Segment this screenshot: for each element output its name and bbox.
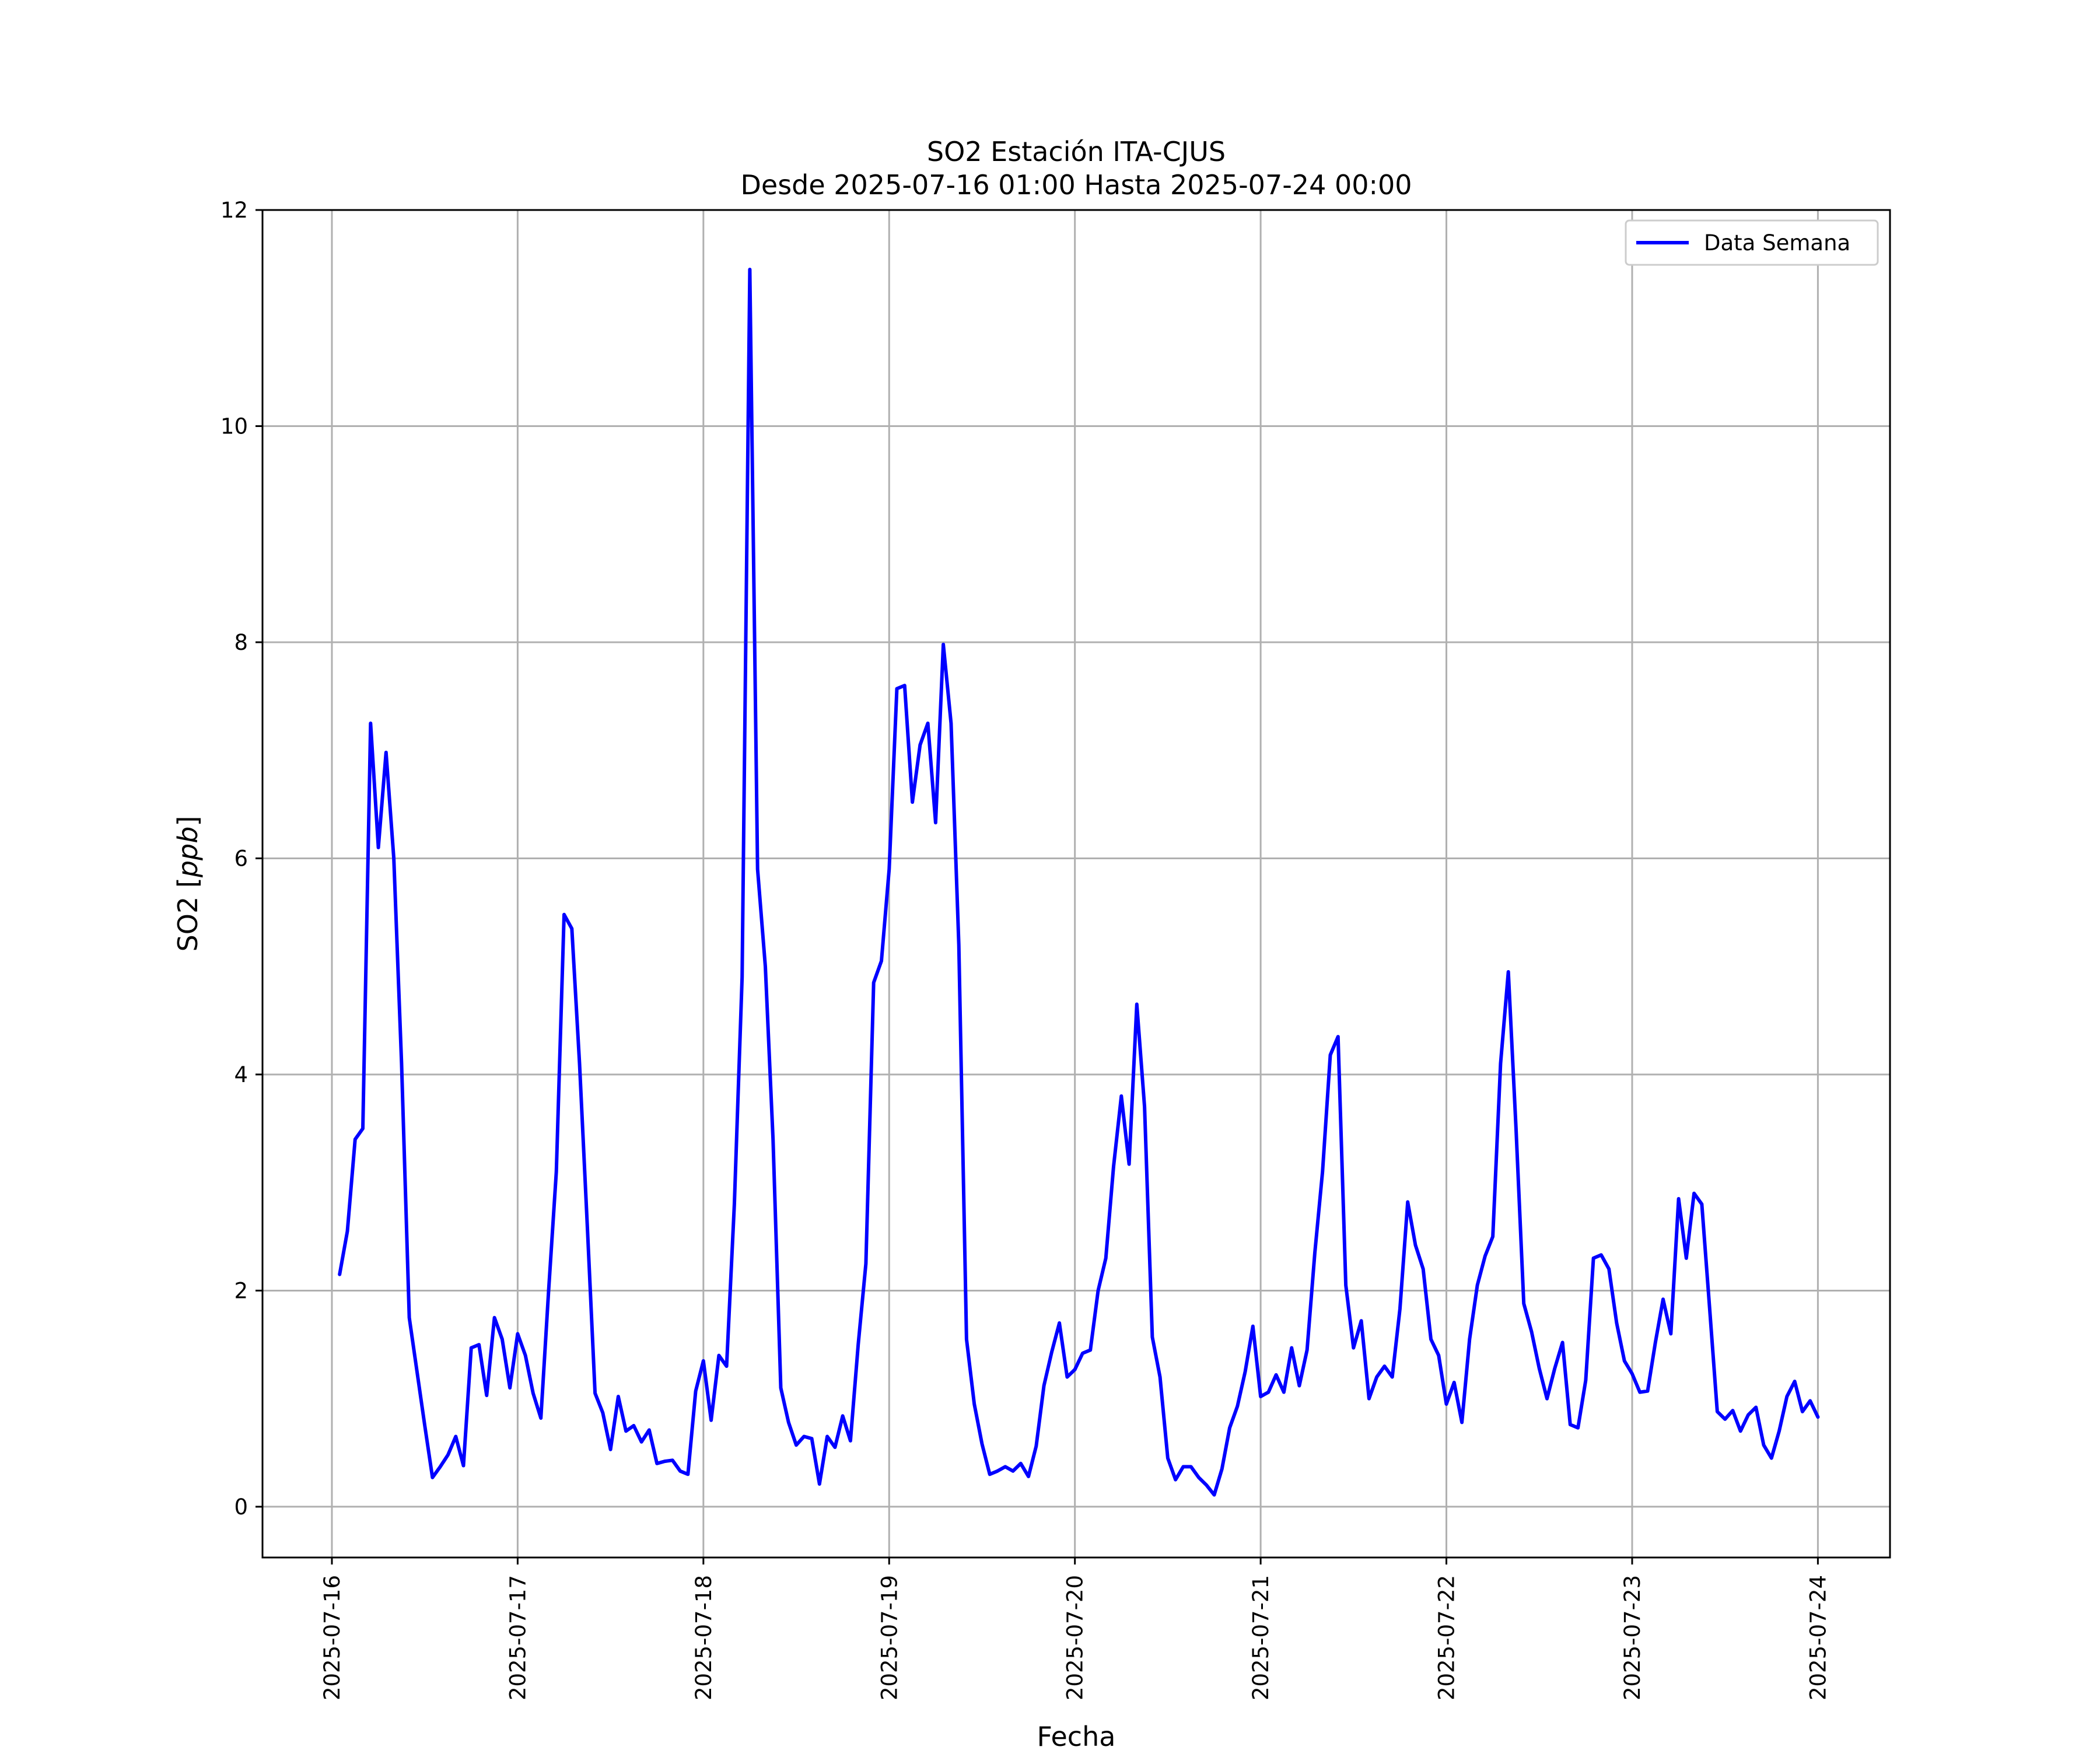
x-tick-label: 2025-07-19: [877, 1575, 902, 1700]
x-axis-label: Fecha: [1037, 1721, 1116, 1750]
plot-frame: [261, 209, 1891, 1559]
y-tick-label: 0: [234, 1494, 248, 1520]
legend-entry-label: Data Semana: [1704, 230, 1850, 256]
series-line-data-semana: [338, 267, 1820, 1497]
x-tick-label: 2025-07-20: [1063, 1575, 1088, 1700]
y-tick-label: 12: [220, 198, 248, 223]
y-tick-label: 8: [234, 630, 248, 655]
series-layer: [338, 267, 1820, 1497]
y-tick-label: 4: [234, 1062, 248, 1087]
x-axis-ticks: 2025-07-16 2025-07-17 2025-07-18 2025-07-19…: [320, 1558, 1831, 1700]
y-tick-label: 2: [234, 1278, 248, 1303]
y-tick-label: 10: [220, 414, 248, 439]
legend-box: [1625, 219, 1879, 266]
x-tick-label: 2025-07-21: [1248, 1575, 1273, 1700]
x-tick-label: 2025-07-18: [691, 1575, 716, 1700]
x-tick-label: 2025-07-23: [1620, 1575, 1645, 1700]
x-tick-label: 2025-07-17: [505, 1575, 530, 1700]
y-axis-ticks: 0 2 4 6 8 10 12: [220, 198, 262, 1520]
plot-background: [262, 210, 1890, 1558]
y-axis-label: SO2 [ppb]: [172, 816, 204, 952]
grid-vertical: [331, 210, 1819, 1558]
x-tick-label: 2025-07-16: [320, 1575, 345, 1700]
x-tick-label: 2025-07-24: [1805, 1575, 1831, 1700]
grid-horizontal: [262, 209, 1890, 1508]
chart-subtitle: Desde 2025-07-16 01:00 Hasta 2025-07-24 …: [740, 169, 1412, 201]
chart-title: SO2 Estación ITA-CJUS: [927, 136, 1226, 167]
x-tick-label: 2025-07-22: [1434, 1575, 1460, 1700]
y-tick-label: 6: [234, 846, 248, 871]
legend: Data Semana: [1625, 219, 1879, 266]
